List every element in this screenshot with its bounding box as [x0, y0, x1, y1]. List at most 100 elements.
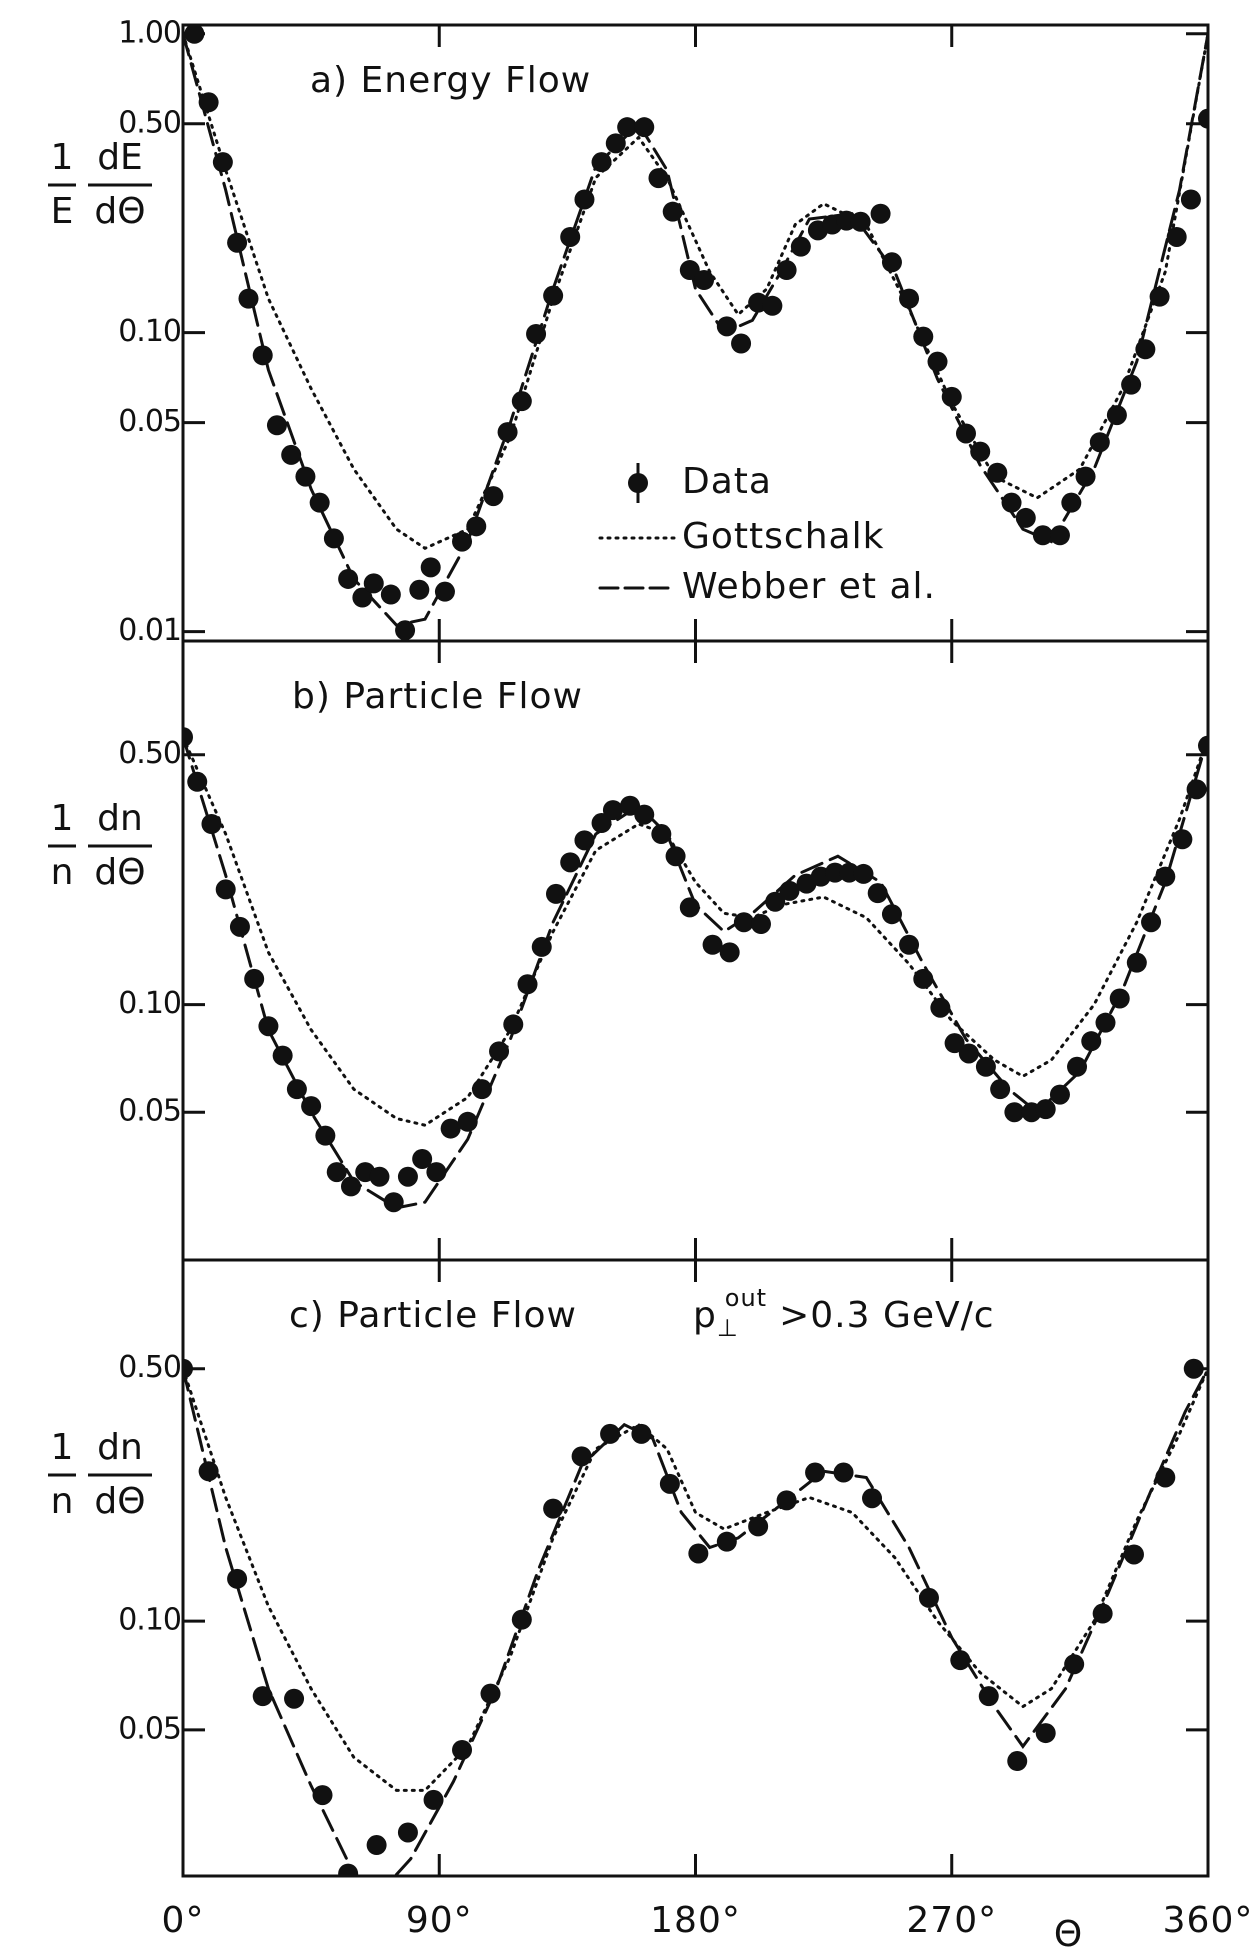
data-point	[1141, 912, 1162, 933]
data-point	[1183, 1358, 1204, 1379]
data-point	[1007, 1751, 1028, 1772]
data-point	[560, 852, 581, 873]
data-point	[309, 492, 330, 513]
data-point	[950, 1650, 971, 1671]
data-point	[397, 1166, 418, 1187]
data-point	[762, 295, 783, 316]
subtitle-base: p	[693, 1295, 717, 1336]
data-point	[790, 236, 811, 257]
data-point	[1198, 735, 1208, 756]
y-label-den: dΘ	[94, 191, 145, 232]
data-point	[1172, 829, 1193, 850]
data-point	[183, 727, 193, 748]
data-point	[426, 1162, 447, 1183]
legend-label: Gottschalk	[682, 516, 884, 557]
plot-area	[183, 25, 1208, 641]
data-point	[634, 804, 655, 825]
x-tick-label: 360°	[1163, 1900, 1254, 1941]
y-tick-label: 0.10	[118, 1603, 181, 1638]
panel-subtitle: p⊥out >0.3 GeV/c	[693, 1284, 995, 1342]
data-point	[1149, 286, 1170, 307]
data-point	[1109, 988, 1130, 1009]
data-point	[471, 1079, 492, 1100]
y-tick-label: 0.50	[118, 736, 181, 771]
data-point	[423, 1789, 444, 1810]
data-point	[733, 912, 754, 933]
data-point	[805, 1462, 826, 1483]
y-label-den: E	[51, 191, 74, 232]
data-point	[1035, 1099, 1056, 1120]
data-point	[765, 891, 786, 912]
data-point	[853, 863, 874, 884]
data-point	[466, 516, 487, 537]
data-point	[420, 557, 441, 578]
data-point	[1004, 1102, 1025, 1123]
data-point	[1075, 466, 1096, 487]
plot-frame	[181, 1258, 1210, 1878]
data-point	[620, 795, 641, 816]
data-point	[881, 252, 902, 273]
x-tick-label: 90°	[406, 1900, 473, 1941]
data-point	[284, 1688, 305, 1709]
y-label-den: n	[51, 852, 74, 893]
data-point	[266, 415, 287, 436]
y-tick-label: 0.10	[118, 986, 181, 1021]
data-point	[702, 934, 723, 955]
data-point	[452, 531, 473, 552]
data-point	[483, 486, 504, 507]
data-point	[913, 968, 934, 989]
data-point	[1106, 405, 1127, 426]
data-point	[688, 1543, 709, 1564]
data-point	[899, 288, 920, 309]
y-tick-label: 0.01	[118, 613, 181, 648]
subtitle-rest: >0.3 GeV/c	[779, 1295, 994, 1336]
data-point	[412, 1148, 433, 1169]
webber-curve	[183, 735, 1208, 1210]
data-point	[295, 466, 316, 487]
data-point	[716, 316, 737, 337]
data-point	[409, 579, 430, 600]
data-point	[1180, 189, 1201, 210]
data-point	[543, 285, 564, 306]
data-point	[1001, 492, 1022, 513]
data-point	[1186, 779, 1207, 800]
data-point	[978, 1686, 999, 1707]
data-point	[987, 462, 1008, 483]
data-point	[366, 1835, 387, 1856]
y-label-den: dΘ	[94, 1481, 145, 1522]
data-point	[776, 1490, 797, 1511]
data-point	[1121, 374, 1142, 395]
panel-title: b) Particle Flow	[292, 676, 583, 717]
data-point	[312, 1785, 333, 1806]
data-point	[850, 211, 871, 232]
y-label-den: n	[51, 1481, 74, 1522]
data-point	[716, 1531, 737, 1552]
data-point	[281, 444, 302, 465]
y-tick-label: 0.05	[118, 1711, 181, 1746]
data-point	[440, 1118, 461, 1139]
data-point	[323, 528, 344, 549]
data-point	[1123, 1544, 1144, 1565]
data-point	[1166, 226, 1187, 247]
data-point	[833, 1462, 854, 1483]
data-point	[975, 1056, 996, 1077]
panel-title: c) Particle Flow	[289, 1295, 577, 1336]
x-tick-label: 180°	[650, 1900, 741, 1941]
data-point	[543, 1498, 564, 1519]
data-point	[531, 936, 552, 957]
data-point	[212, 152, 233, 173]
data-point	[899, 934, 920, 955]
data-point	[990, 1079, 1011, 1100]
y-label-den: dΘ	[94, 852, 145, 893]
data-point	[1064, 1654, 1085, 1675]
data-point	[397, 1822, 418, 1843]
data-point	[1155, 1467, 1176, 1488]
data-point	[434, 581, 455, 602]
data-point	[489, 1041, 510, 1062]
data-point	[383, 1192, 404, 1213]
x-axis-label: Θ	[1054, 1914, 1082, 1954]
y-tick-label: 0.50	[118, 1350, 181, 1385]
legend-label: Webber et al.	[682, 566, 936, 607]
data-point	[679, 897, 700, 918]
data-point	[452, 1739, 473, 1760]
